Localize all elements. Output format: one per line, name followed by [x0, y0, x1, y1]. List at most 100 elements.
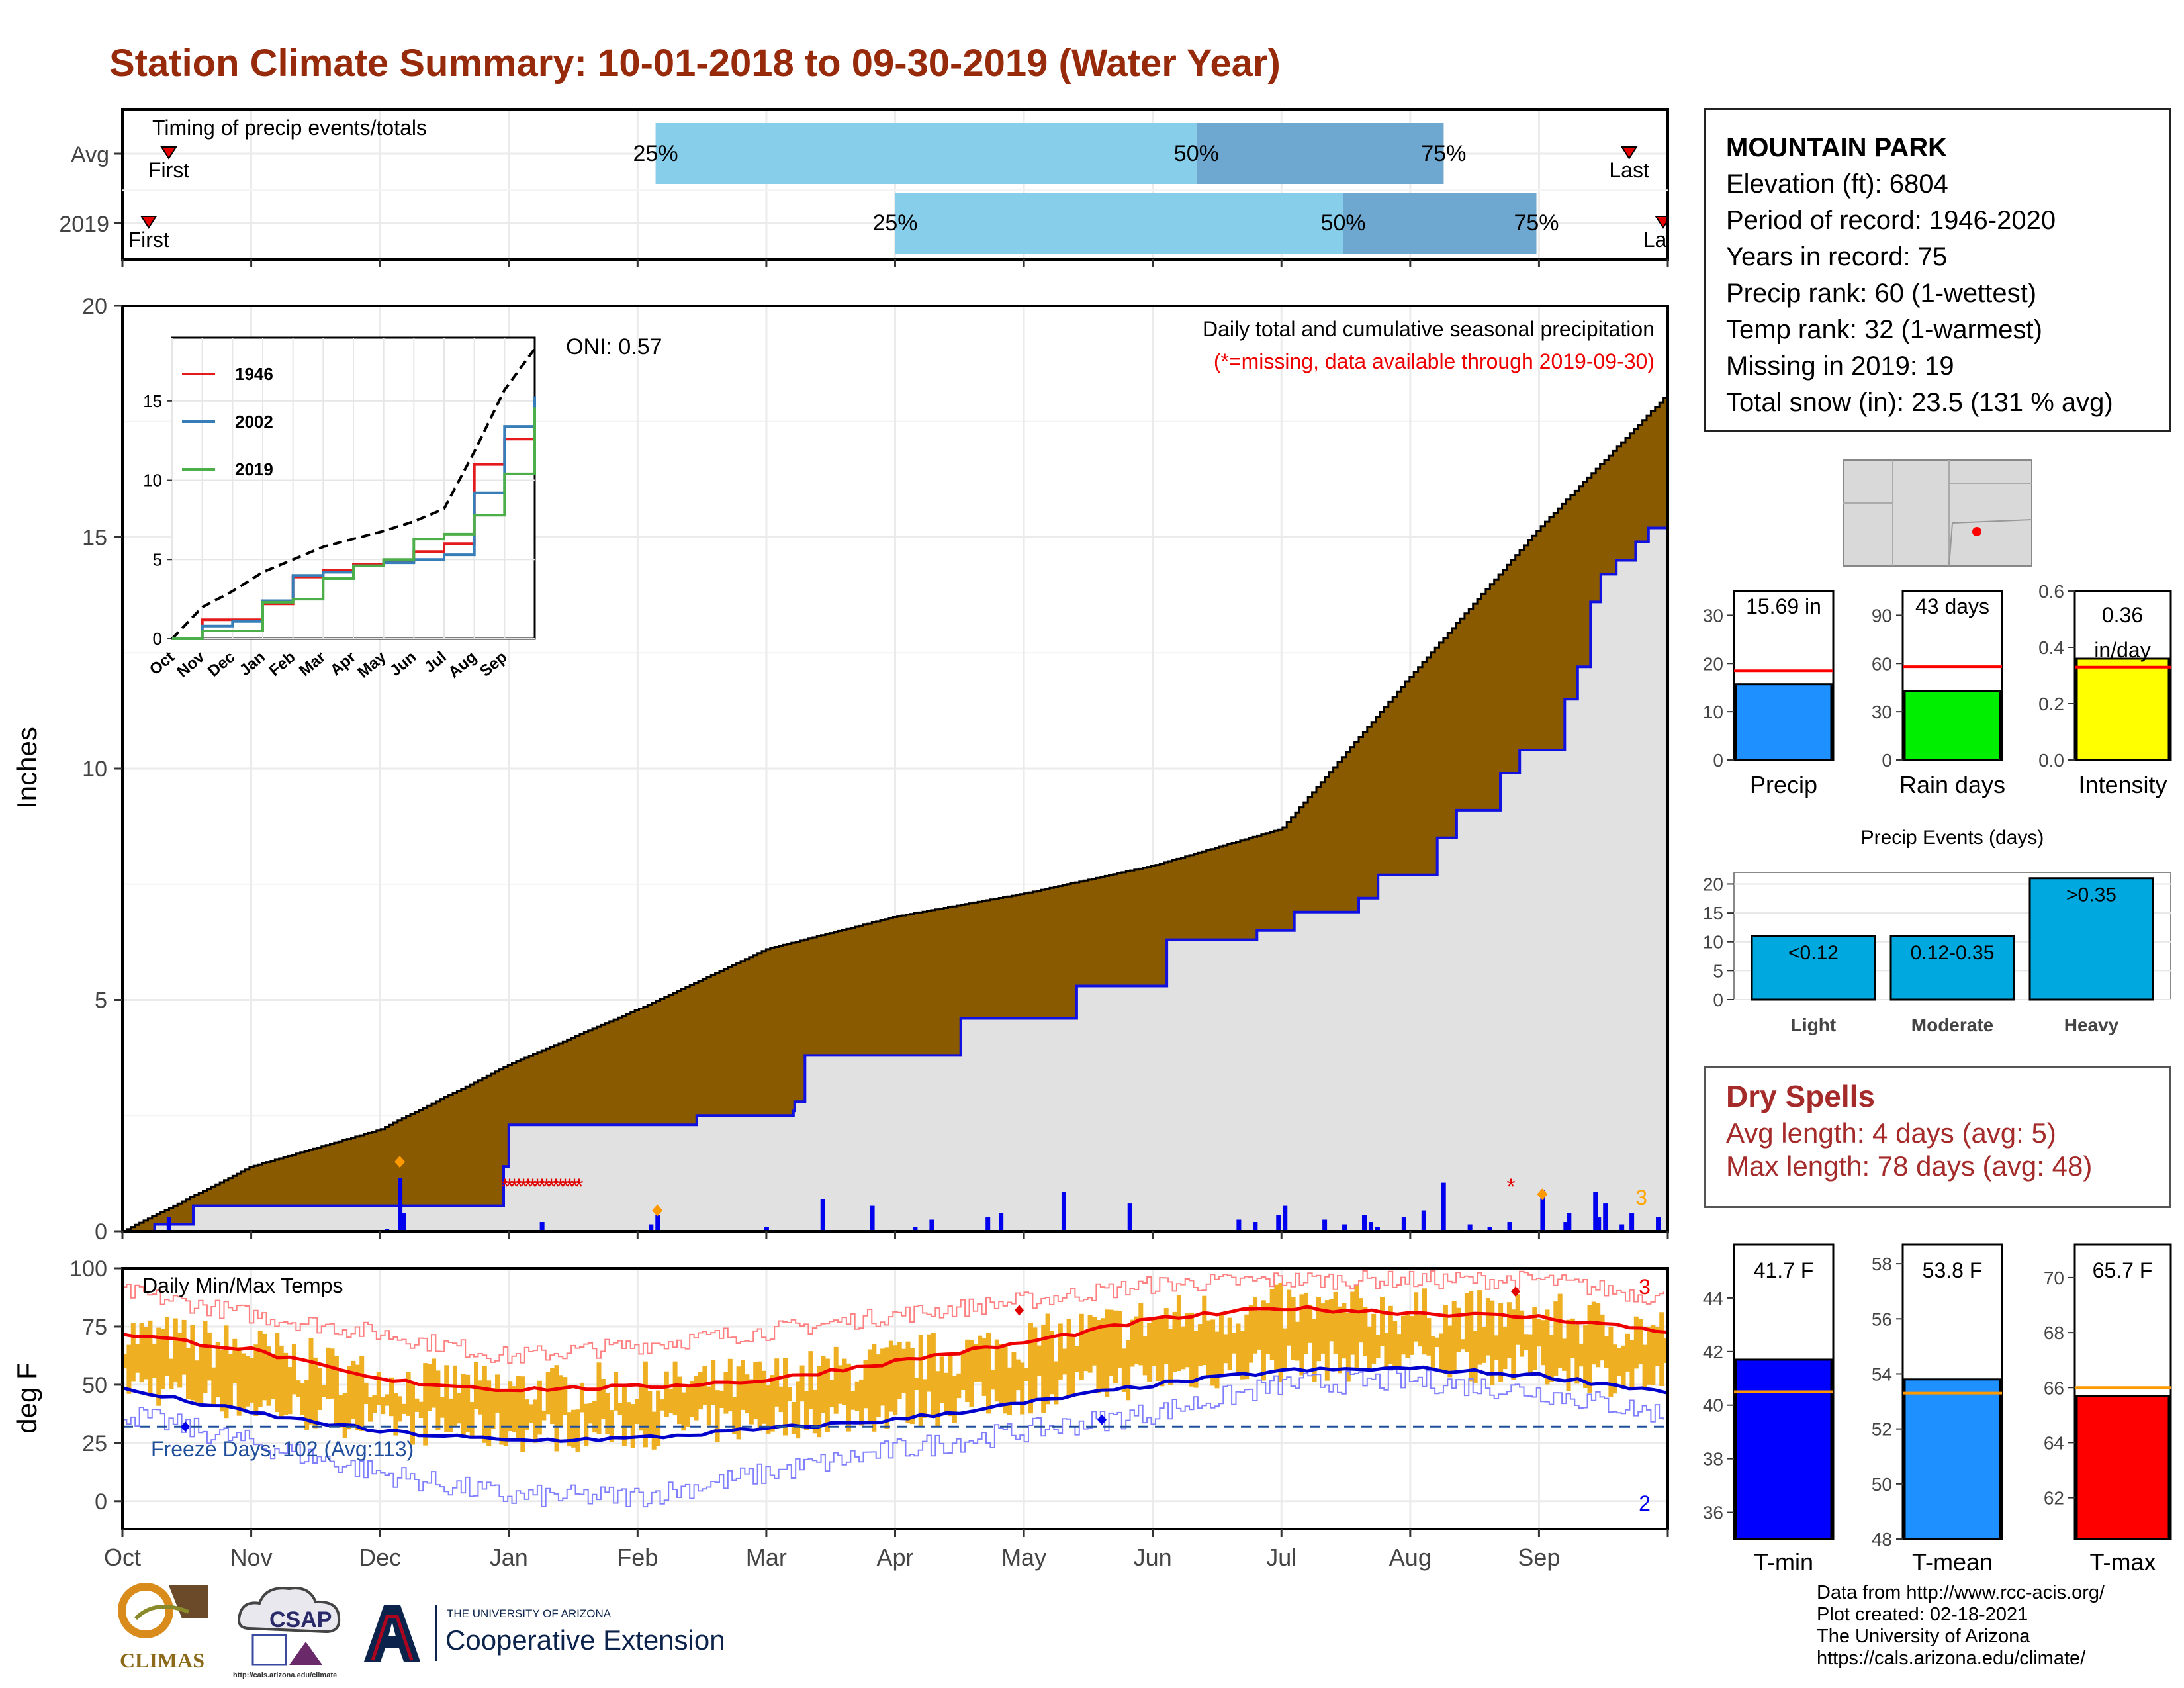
timing-percent-label: 25%	[633, 141, 678, 166]
temp-daily-bar	[567, 1412, 572, 1447]
csap-logo[interactable]: CSAP http://cals.arizona.edu/climate	[233, 1582, 349, 1681]
t-mean-value: 53.8 F	[1923, 1258, 1983, 1282]
temp-daily-bar	[389, 1377, 394, 1417]
temp-daily-bar	[1524, 1334, 1529, 1350]
precip-daily-bar	[1401, 1217, 1406, 1231]
temp-daily-bar	[584, 1403, 589, 1446]
t-mean-bar	[1903, 1378, 2001, 1540]
temp-daily-bar	[944, 1372, 949, 1413]
temp-daily-bar	[736, 1366, 741, 1440]
precip-caption: Daily total and cumulative seasonal prec…	[1203, 317, 1655, 341]
precip-daily-bar	[1361, 1215, 1367, 1231]
precip-daily-bar	[1507, 1222, 1512, 1231]
temp-daily-bar	[660, 1399, 665, 1411]
temp-daily-bar	[1176, 1295, 1181, 1371]
temp-daily-bar	[338, 1395, 343, 1428]
temp-daily-bar	[152, 1343, 157, 1378]
ua-logo[interactable]: THE UNIVERSITY OF ARIZONA Cooperative Ex…	[361, 1602, 745, 1668]
temp-daily-bar	[156, 1327, 161, 1406]
precip-events-y-tick-label: 0	[1713, 990, 1723, 1010]
temp-daily-bar	[1536, 1319, 1541, 1347]
temp-daily-bar	[918, 1335, 923, 1427]
snow-marker	[652, 1204, 663, 1217]
temp-daily-bar	[808, 1351, 813, 1409]
temp-daily-bar	[787, 1387, 792, 1402]
temp-daily-bar	[1024, 1368, 1029, 1381]
temp-daily-bar	[266, 1346, 271, 1406]
missing-data-marker: *	[561, 1174, 569, 1199]
temp-daily-bar	[448, 1398, 453, 1432]
precip-daily-bar	[398, 1178, 403, 1231]
temp-daily-bar	[1426, 1318, 1432, 1356]
temp-daily-bar	[817, 1366, 822, 1438]
temp-daily-bar	[241, 1353, 246, 1412]
temp-daily-bar	[381, 1397, 386, 1415]
climas-logo[interactable]: CLIMAS	[109, 1579, 215, 1672]
temp-daily-bar	[1041, 1324, 1046, 1413]
precip-daily-bar	[1656, 1217, 1661, 1231]
precip-y-tick-label: 20	[82, 294, 107, 319]
temp-daily-bar	[537, 1380, 542, 1435]
temp-daily-bar	[1083, 1332, 1089, 1372]
missing-data-marker: *	[514, 1174, 523, 1199]
timing-percent-label: 50%	[1321, 211, 1366, 236]
temp-daily-bar	[1625, 1333, 1630, 1372]
temp-daily-bar	[253, 1344, 259, 1416]
inset-series-line	[172, 407, 536, 640]
t-min-y-tick-label: 36	[1703, 1503, 1723, 1523]
temp-daily-bar	[249, 1358, 254, 1403]
precip-daily-bar	[1375, 1227, 1380, 1231]
temp-daily-bar	[1583, 1325, 1588, 1388]
temp-y-tick-label: 100	[69, 1256, 107, 1282]
temp-daily-bar	[1015, 1359, 1021, 1391]
timing-percent-label: 75%	[1514, 211, 1559, 236]
timing-row-label: Avg	[71, 142, 109, 167]
temp-daily-bar	[842, 1358, 847, 1405]
inset-y-tick-label: 10	[143, 471, 162, 491]
t-max-y-tick-label: 68	[2044, 1323, 2064, 1343]
chart-title: Station Climate Summary: 10-01-2018 to 0…	[109, 42, 1281, 85]
temp-daily-bar	[1621, 1345, 1626, 1389]
precip-events-bar-label: 0.12-0.35	[1911, 942, 1995, 964]
temp-daily-bar	[1287, 1289, 1292, 1346]
temp-daily-bar	[1549, 1335, 1554, 1382]
temp-daily-bar	[376, 1372, 381, 1405]
temp-daily-bar	[169, 1358, 174, 1389]
temp-daily-bar	[592, 1401, 598, 1433]
temp-daily-bar	[291, 1344, 296, 1395]
temp-daily-bar	[270, 1354, 275, 1399]
temp-daily-bar	[1447, 1325, 1453, 1378]
temp-daily-bar	[1439, 1333, 1444, 1373]
t-max-value: 65.7 F	[2093, 1258, 2153, 1282]
temp-daily-bar	[359, 1356, 365, 1431]
precip-daily-bar	[1487, 1227, 1492, 1231]
temp-daily-bar	[330, 1348, 335, 1399]
precip-daily-bar	[820, 1199, 825, 1231]
missing-data-marker: *	[510, 1174, 518, 1199]
temp-daily-bar	[647, 1391, 653, 1437]
temp-daily-bar	[1451, 1301, 1457, 1371]
precip-corner-count: 3	[1635, 1186, 1647, 1209]
temp-daily-bar	[190, 1325, 195, 1401]
timing-first-marker	[140, 216, 158, 229]
temp-daily-bar	[948, 1354, 953, 1417]
temp-record-marker	[1015, 1305, 1024, 1316]
temp-daily-bar	[681, 1392, 686, 1431]
temp-daily-bar	[1130, 1319, 1135, 1367]
temp-daily-bar	[774, 1358, 780, 1407]
precip-observed-cumulative-line	[122, 504, 1669, 1233]
timing-bar-50-75	[1196, 123, 1444, 184]
temp-daily-bar	[1109, 1309, 1114, 1376]
timing-bar-25-50	[655, 123, 1197, 184]
temp-daily-bar	[1342, 1303, 1347, 1359]
temp-daily-bar	[614, 1372, 619, 1411]
temp-daily-bar	[1422, 1288, 1427, 1355]
temp-daily-bar	[1096, 1320, 1101, 1394]
temp-daily-bar	[533, 1399, 538, 1443]
precip-y-tick-label: 10	[82, 757, 107, 782]
temp-daily-bar	[300, 1383, 305, 1415]
temp-daily-bar	[859, 1379, 864, 1426]
temp-daily-bar	[1617, 1348, 1622, 1376]
dry-spells-title: Dry Spells	[1726, 1079, 1875, 1113]
temp-daily-bar	[1570, 1318, 1575, 1358]
